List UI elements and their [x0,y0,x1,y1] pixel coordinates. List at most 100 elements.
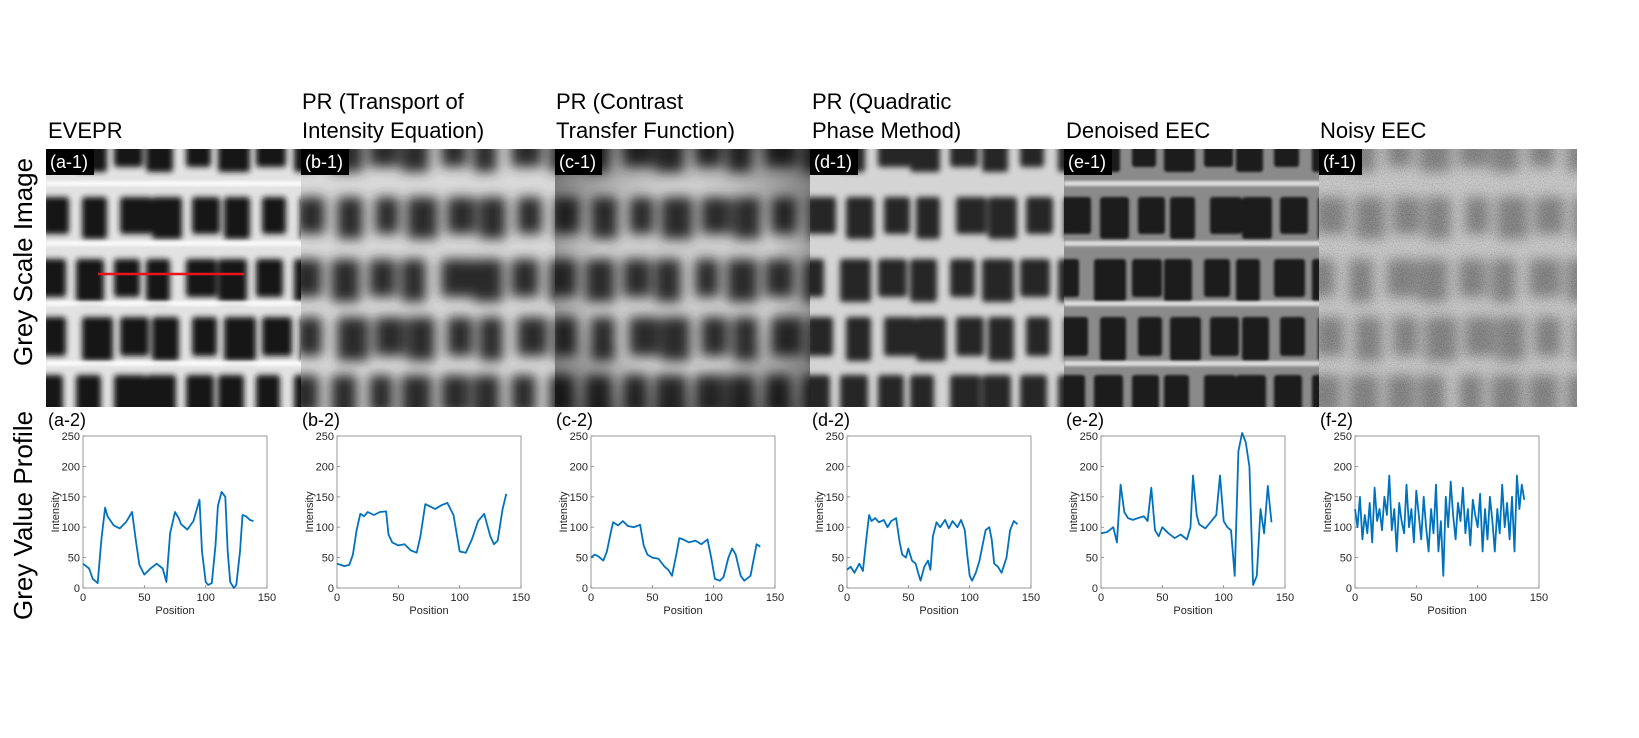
y-tick-label: 50 [68,553,80,565]
micrograph-f [1319,149,1577,407]
y-tick-label: 150 [1080,492,1098,504]
plot-label-d: (d-2) [812,410,851,430]
image-label-c: (c-1) [555,149,602,175]
plot-frame [336,435,522,589]
y-tick-label: 100 [1334,522,1352,534]
title-panel-a: EVEPR [48,118,123,143]
x-tick-label: 50 [1156,592,1168,604]
y-tick-label: 250 [826,431,844,443]
plot-label-b: (b-2) [302,410,341,430]
image-panel-f: (f-1) [1319,149,1577,407]
y-tick-label: 0 [74,583,80,595]
y-tick-label: 0 [328,583,334,595]
plot-frame [1100,435,1286,589]
x-tick-label: 50 [646,592,658,604]
plot-label-c: (c-2) [556,410,593,430]
x-tick-label: 50 [138,592,150,604]
y-axis-label: Intensity [1068,491,1080,532]
y-tick-label: 0 [838,583,844,595]
profile-plot-a: 0 50 100 150 200 250 0 50 100 150 Position Intensit… [48,430,313,645]
y-axis-label: Intensity [50,491,62,532]
image-panel-b: (b-1) [301,149,559,407]
y-tick-label: 200 [62,461,80,473]
y-tick-label: 50 [576,553,588,565]
x-tick-label: 150 [258,592,276,604]
y-tick-label: 200 [1334,461,1352,473]
y-tick-label: 150 [62,492,80,504]
y-tick-label: 250 [316,431,334,443]
x-tick-label: 0 [588,592,594,604]
x-axis-label: Position [155,605,194,617]
x-axis-label: Position [919,605,958,617]
profile-plot-f: 0 50 100 150 200 250 0 50 100 150 Position Intensit… [1320,430,1585,645]
y-tick-label: 250 [1080,431,1098,443]
micrograph-b [301,149,559,407]
x-tick-label: 150 [1530,592,1548,604]
image-panel-c: (c-1) [555,149,813,407]
y-tick-label: 50 [1086,553,1098,565]
y-tick-label: 200 [826,461,844,473]
y-tick-label: 250 [62,431,80,443]
series-line [82,491,254,589]
x-tick-label: 150 [1022,592,1040,604]
x-tick-label: 0 [844,592,850,604]
title-panel-b: PR (Transport of Intensity Equation) [302,89,485,143]
x-tick-label: 50 [902,592,914,604]
profile-plot-e: 0 50 100 150 200 250 0 50 100 150 Position Intensit… [1066,430,1331,645]
y-tick-label: 150 [1334,492,1352,504]
y-tick-label: 0 [582,583,588,595]
y-tick-label: 250 [1334,431,1352,443]
series-line [590,520,761,582]
x-tick-label: 50 [1410,592,1422,604]
micrograph-a [46,149,304,407]
y-tick-label: 200 [316,461,334,473]
y-axis-label: Intensity [304,491,316,532]
x-tick-label: 0 [1352,592,1358,604]
x-tick-label: 150 [766,592,784,604]
plot-label-a: (a-2) [48,410,87,430]
image-panel-a: (a-1) [46,149,304,407]
y-tick-label: 250 [570,431,588,443]
y-tick-label: 100 [826,522,844,534]
image-label-d: (d-1) [810,149,859,175]
y-tick-label: 50 [1340,553,1352,565]
y-tick-label: 100 [62,522,80,534]
title-panel-c: PR (Contrast Transfer Function) [556,89,735,143]
x-tick-label: 100 [450,592,468,604]
profile-plot-c: 0 50 100 150 200 250 0 50 100 150 Position Intensit… [556,430,821,645]
image-label-a: (a-1) [46,149,95,175]
plot-frame [846,435,1032,589]
series-line [1354,474,1526,577]
x-tick-label: 100 [960,592,978,604]
y-tick-label: 150 [570,492,588,504]
x-axis-label: Position [663,605,702,617]
profile-plot-b: 0 50 100 150 200 250 0 50 100 150 Position Intensit… [302,430,567,645]
plot-label-e: (e-2) [1066,410,1105,430]
y-axis-label: Intensity [1322,491,1334,532]
y-tick-label: 200 [1080,461,1098,473]
x-tick-label: 0 [80,592,86,604]
x-tick-label: 50 [392,592,404,604]
image-panel-d: (d-1) [810,149,1068,407]
series-line [846,514,1019,582]
y-tick-label: 200 [570,461,588,473]
x-tick-label: 0 [334,592,340,604]
y-tick-label: 100 [1080,522,1098,534]
series-line [1100,432,1273,586]
plot-label-f: (f-2) [1320,410,1353,430]
profile-plot-d: 0 50 100 150 200 250 0 50 100 150 Position Intensit… [812,430,1077,645]
image-label-f: (f-1) [1319,149,1362,175]
title-panel-f: Noisy EEC [1320,118,1427,143]
x-tick-label: 150 [512,592,530,604]
y-tick-label: 0 [1092,583,1098,595]
micrograph-c [555,149,813,407]
x-tick-label: 150 [1276,592,1294,604]
title-panel-e: Denoised EEC [1066,118,1211,143]
micrograph-d [810,149,1068,407]
y-tick-label: 100 [316,522,334,534]
x-tick-label: 0 [1098,592,1104,604]
image-label-b: (b-1) [301,149,350,175]
micrograph-e [1064,149,1322,407]
x-tick-label: 100 [1214,592,1232,604]
plot-frame [590,435,776,589]
